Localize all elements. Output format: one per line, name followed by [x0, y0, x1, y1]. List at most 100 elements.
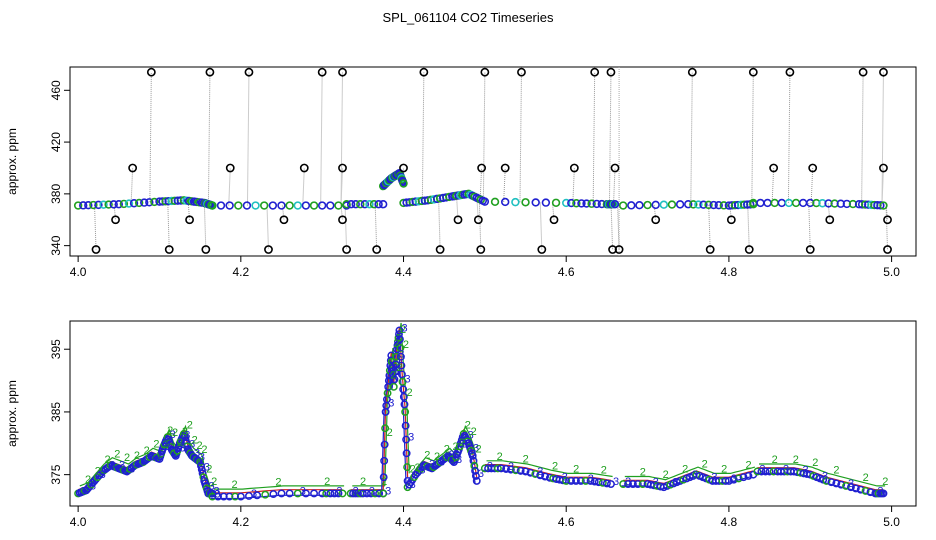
outlier-spike — [787, 72, 791, 203]
data-point — [245, 492, 253, 500]
series-marker-label: 3 — [100, 469, 106, 481]
data-point — [827, 478, 836, 487]
series-marker-label: 3 — [692, 469, 698, 481]
baseline-point — [84, 200, 93, 210]
series-marker-label: 3 — [170, 429, 176, 441]
data-point — [602, 479, 611, 488]
outlier-spike — [340, 72, 344, 206]
data-point — [399, 392, 408, 401]
x-tick-label: 4.8 — [721, 515, 738, 529]
series-marker-label: 2 — [387, 427, 393, 439]
series-marker-label: 2 — [552, 460, 558, 472]
data-point — [354, 489, 362, 498]
baseline-point — [326, 201, 335, 210]
y-tick-label: 420 — [49, 132, 63, 152]
series-marker-label: 2 — [459, 437, 465, 449]
data-point — [277, 489, 286, 498]
series-marker-label: 2 — [172, 427, 178, 439]
series-marker-label: 3 — [385, 485, 391, 497]
data-point — [358, 489, 367, 498]
outlier-spike — [885, 204, 889, 250]
outlier-point — [614, 245, 624, 254]
data-point — [236, 492, 245, 501]
outlier-spike — [808, 202, 811, 250]
data-point — [261, 490, 270, 499]
data-point — [375, 489, 384, 498]
data-point — [471, 471, 480, 480]
data-point — [402, 435, 411, 444]
series-marker-label: 3 — [165, 441, 171, 453]
data-point — [362, 489, 371, 498]
data-point — [757, 467, 766, 476]
outlier-point — [264, 245, 273, 254]
series-marker-label: 3 — [473, 443, 479, 455]
baseline-point — [369, 200, 379, 209]
data-point — [497, 464, 506, 473]
series-marker-label: 3 — [184, 430, 190, 442]
series-marker-label: 3 — [174, 443, 180, 455]
data-point — [628, 480, 637, 489]
series-marker-label: 3 — [456, 454, 462, 466]
baseline-point — [293, 201, 302, 210]
series-marker-label: 2 — [167, 425, 173, 437]
data-point — [468, 451, 477, 460]
baseline-point — [610, 200, 620, 209]
baseline-point — [714, 200, 723, 210]
outlier-point — [549, 215, 559, 225]
outlier-spike — [519, 72, 522, 203]
data-point — [567, 476, 576, 485]
x-tick-label: 4.0 — [70, 515, 87, 529]
outlier-spike — [708, 204, 711, 250]
baseline-point — [150, 197, 159, 207]
outlier-point — [338, 67, 347, 77]
series-marker-label: 2 — [403, 339, 409, 351]
baseline-point — [317, 201, 327, 210]
data-point — [367, 489, 375, 498]
series-marker-label: 2 — [882, 476, 888, 488]
series-marker-label: 2 — [85, 474, 91, 486]
baseline-point — [104, 200, 113, 209]
outlier-spike — [881, 167, 884, 206]
series-marker-label: 3 — [179, 443, 185, 455]
series-marker-label: 3 — [731, 473, 737, 485]
x-tick-label: 4.8 — [721, 265, 738, 279]
outlier-point — [858, 67, 868, 77]
series-marker-label: 3 — [405, 374, 411, 386]
data-point — [511, 466, 520, 475]
data-point — [470, 461, 479, 470]
data-point — [351, 489, 360, 498]
figure-title: SPL_061104 CO2 Timeseries — [382, 10, 554, 25]
series-marker-label: 2 — [396, 362, 402, 374]
data-point — [842, 481, 850, 490]
data-point — [371, 489, 379, 498]
baseline-point — [94, 200, 103, 210]
series-marker-label: 2 — [105, 454, 111, 466]
data-point — [379, 489, 388, 498]
data-point — [765, 467, 774, 476]
outlier-point — [146, 67, 156, 77]
series-marker-label: 3 — [848, 478, 854, 490]
series-marker-label: 2 — [95, 465, 101, 477]
outlier-spike — [113, 204, 117, 220]
series-marker-label: 2 — [471, 426, 477, 438]
outlier-point — [225, 163, 235, 173]
baseline-point — [577, 199, 586, 208]
series-marker-label: 2 — [523, 453, 529, 465]
data-point — [761, 467, 770, 476]
series-marker-label: 2 — [324, 476, 330, 488]
data-point — [197, 465, 206, 474]
x-tick-label: 4.0 — [70, 265, 87, 279]
data-point — [208, 489, 217, 498]
baseline-point — [763, 198, 772, 208]
data-point — [401, 407, 410, 416]
baseline-point — [592, 199, 601, 209]
series-line — [408, 424, 479, 481]
baseline-point — [356, 200, 365, 209]
series-marker-label: 3 — [429, 458, 435, 470]
outlier-point — [338, 215, 347, 225]
baseline-point — [562, 198, 571, 208]
series-marker-label: 2 — [497, 451, 503, 463]
series-marker-label: 3 — [119, 460, 125, 472]
series-marker-label: 2 — [114, 448, 120, 460]
data-point — [837, 480, 846, 489]
